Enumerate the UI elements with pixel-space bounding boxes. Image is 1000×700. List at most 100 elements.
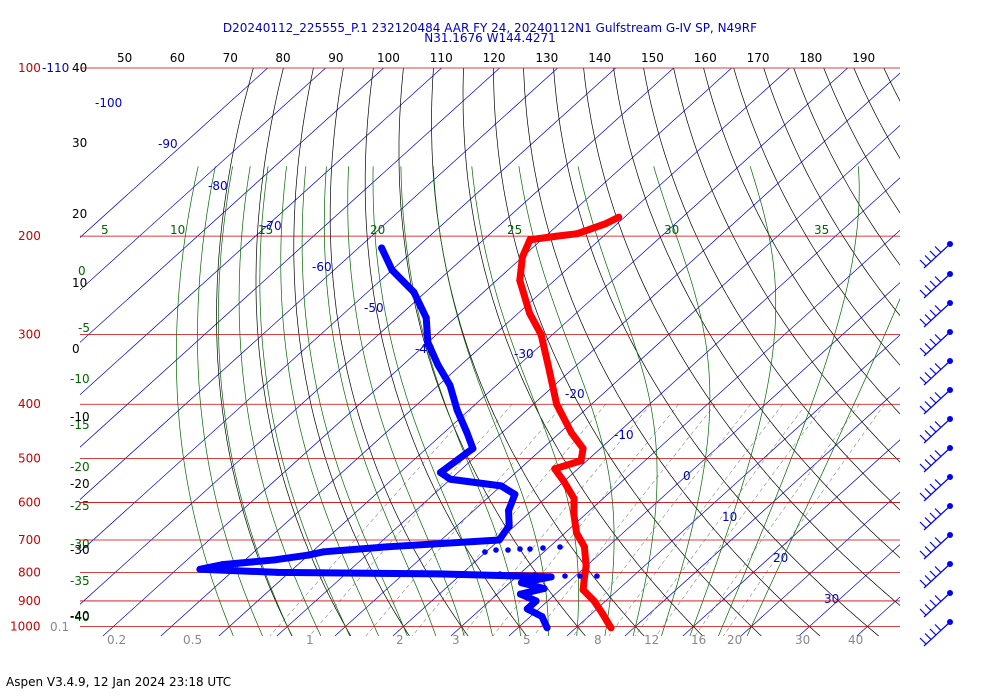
dewpoint-point (493, 547, 499, 553)
dewpoint-profile-point (383, 543, 391, 551)
dewpoint-profile-point (378, 244, 386, 252)
mixing-ratio-label: 0.5 (183, 633, 202, 647)
mixing-ratio-line (533, 404, 716, 637)
wind-barb-feather (934, 363, 942, 370)
pressure-tick-label: 1000 (10, 619, 41, 633)
wind-barb-feather (934, 392, 942, 399)
temperature-profile-point (599, 610, 607, 618)
dry-adiabat-line (293, 68, 410, 637)
wind-barb-feather (924, 459, 932, 466)
wind-barb-feather (934, 276, 942, 283)
dewpoint-profile-point (274, 568, 282, 576)
temperature-profile-point (551, 465, 559, 473)
theta-top-label: 60 (170, 51, 185, 65)
dewpoint-point (497, 571, 503, 577)
mixing-ratio-label: 40 (848, 633, 863, 647)
isotherm-line (80, 68, 558, 500)
pressure-tick-label: 200 (18, 229, 41, 243)
pressure-tick-label: 800 (18, 565, 41, 579)
dewpoint-point (594, 573, 600, 579)
isotherm-label: 30 (824, 592, 839, 606)
theta-top-label: 160 (694, 51, 717, 65)
temperature-profile-point (580, 543, 588, 551)
temperature-profile-point (582, 562, 590, 570)
mixing-ratio-label: 30 (795, 633, 810, 647)
moist-adiabat-line (746, 297, 900, 637)
dewpoint-point (527, 546, 533, 552)
isotherm-line (102, 68, 732, 637)
moist-adiabat-line (577, 166, 658, 637)
dewpoint-profile-point (538, 613, 546, 621)
isotherm-line (80, 68, 268, 238)
moist-adiabat-line (259, 166, 351, 637)
wind-barb-feather (919, 550, 927, 558)
moist-adiabat-line (175, 166, 234, 637)
dewpoint-profile-point (410, 288, 418, 296)
moist-adiabat-label: 15 (258, 223, 273, 237)
moist-adiabat-label: 35 (814, 223, 829, 237)
wind-barb-staff (923, 389, 951, 415)
wind-barb-feather (919, 318, 927, 326)
isotherm-line (740, 491, 900, 637)
moist-adiabat-line (238, 166, 322, 637)
mixing-ratio-label: 1 (306, 633, 314, 647)
dry-adiabat-line (733, 68, 900, 366)
temperature-profile-point (518, 253, 526, 261)
dry-adiabat-line (823, 68, 900, 214)
dewpoint-point (532, 572, 538, 578)
dewpoint-point (577, 573, 583, 579)
dewpoint-profile (196, 244, 555, 632)
dry-adiabat-label: 40 (72, 61, 87, 75)
wind-barb-staff (923, 592, 951, 618)
dry-adiabat-line (255, 68, 352, 637)
dewpoint-profile-point (446, 475, 454, 483)
wind-barb-feather (919, 637, 927, 645)
wind-barb-feather (919, 608, 927, 616)
isotherm-label: -50 (364, 301, 384, 315)
dewpoint-profile-point (453, 406, 461, 414)
dewpoint-profile-point (523, 605, 531, 613)
wind-barb-feather (929, 280, 937, 288)
dewpoint-profile-point (469, 444, 477, 452)
dry-adiabat-label: -30 (70, 543, 90, 557)
pressure-tick-label: 400 (18, 397, 41, 411)
dry-adiabat-line (974, 68, 1000, 636)
isotherm-line (160, 68, 790, 637)
mixing-ratio-line (634, 404, 807, 637)
wind-barb-feather (929, 599, 937, 607)
isotherm-line (682, 439, 900, 637)
moist-adiabat-label: -35 (70, 574, 90, 588)
theta-top-label: 180 (799, 51, 822, 65)
wind-barb-staff (923, 302, 951, 328)
dewpoint-profile-point (388, 266, 396, 274)
isotherm-line (218, 68, 848, 637)
wind-barb-feather (919, 376, 927, 384)
wind-barb-feather (924, 517, 932, 524)
wind-barb-feather (929, 483, 937, 491)
mixing-ratio-line (573, 404, 752, 637)
isotherm-label: -10 (614, 428, 634, 442)
wind-barb-feather (924, 255, 932, 262)
dry-adiabat-line (364, 68, 528, 637)
wind-barb-feather (919, 347, 927, 355)
dewpoint-profile-point (196, 565, 204, 573)
moist-adiabat-label: 30 (664, 223, 679, 237)
isotherm-label: 10 (722, 510, 737, 524)
dry-adiabat-line (583, 68, 900, 606)
moist-adiabat-line (689, 166, 777, 637)
moist-adiabat-line (518, 166, 615, 636)
wind-barb-feather (924, 372, 932, 379)
moist-adiabat-label: 25 (507, 223, 522, 237)
theta-top-label: 80 (275, 51, 290, 65)
wind-barb-feather (924, 633, 932, 640)
dry-adiabat-line (523, 68, 821, 637)
dry-adiabat-label: 0 (72, 342, 80, 356)
wind-barb-feather (929, 309, 937, 317)
temperature-profile-point (553, 400, 561, 408)
isotherm-label: -90 (158, 137, 178, 151)
mixing-ratio-label: 20 (727, 633, 742, 647)
moist-adiabat-label: -20 (70, 460, 90, 474)
mixing-ratio-line (411, 404, 606, 637)
wind-barb-feather (929, 570, 937, 578)
